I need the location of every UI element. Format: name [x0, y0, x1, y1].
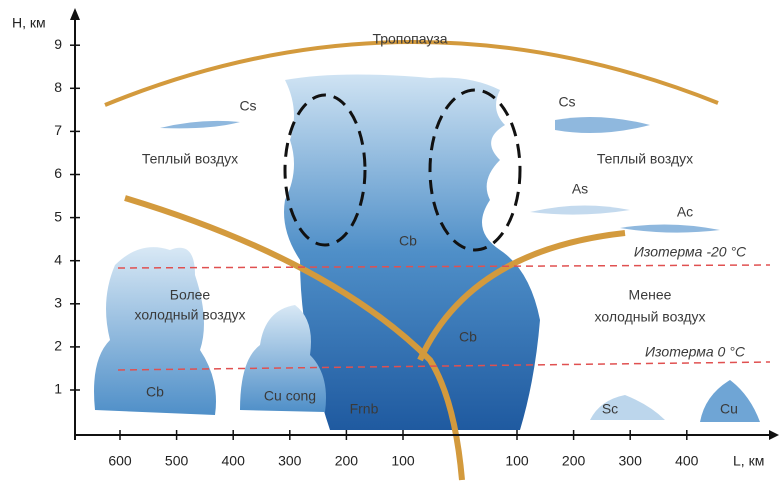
isotherm-line	[117, 264, 771, 269]
y-tick-label: 2	[54, 338, 62, 354]
x-tick-label: 500	[165, 453, 189, 469]
y-tick-label: 9	[54, 36, 62, 52]
label: Frnb	[350, 401, 379, 417]
circulation-loop	[428, 88, 522, 252]
label: Изотерма -20 °C	[634, 244, 747, 260]
y-tick-label: 5	[54, 208, 62, 224]
label: Cb	[146, 384, 164, 400]
cumulonimbus-cloud	[284, 74, 540, 430]
y-tick-label: 7	[54, 122, 62, 138]
label: Cu cong	[264, 388, 316, 404]
x-tick-label: 300	[619, 453, 643, 469]
y-tick-label: 6	[54, 165, 62, 181]
x-tick-label: 600	[108, 453, 132, 469]
y-tick-label: 3	[54, 295, 62, 311]
sc-cloud	[590, 395, 665, 420]
cb-cloud-left	[94, 247, 216, 415]
label: холодный воздух	[595, 309, 706, 325]
ac-cloud	[620, 224, 720, 233]
x-tick-label: 100	[391, 453, 415, 469]
cu-cong-cloud	[240, 305, 326, 412]
label: Изотерма 0 °C	[645, 344, 746, 360]
isotherm-line	[117, 361, 771, 371]
cold-front	[124, 195, 465, 481]
cs-cloud	[160, 120, 240, 129]
x-tick-label: 200	[335, 453, 359, 469]
label: Более	[170, 287, 211, 303]
y-tick-label: 4	[54, 251, 62, 267]
label: холодный воздух	[135, 307, 246, 323]
y-tick-label: 1	[54, 381, 62, 397]
label: As	[572, 181, 588, 197]
y-tick-label: 8	[54, 79, 62, 95]
cs-cloud	[555, 116, 650, 134]
label: Cb	[399, 233, 417, 249]
x-tick-label: 400	[675, 453, 699, 469]
label: Cs	[558, 94, 575, 110]
warm-front	[417, 230, 626, 362]
x-tick-label: 100	[505, 453, 529, 469]
as-cloud	[530, 205, 630, 215]
y-axis-label: H, км	[12, 15, 46, 31]
label: Ac	[677, 204, 693, 220]
label: Тропопауза	[372, 31, 447, 47]
label: Cu	[720, 401, 738, 417]
circulation-loop	[283, 93, 367, 247]
x-tick-label: 400	[222, 453, 246, 469]
label: Cb	[459, 329, 477, 345]
label: Менее	[629, 287, 672, 303]
label: Cs	[239, 98, 256, 114]
label: Теплый воздух	[597, 151, 693, 167]
x-axis-label: L, км	[733, 453, 764, 469]
label: Sc	[602, 401, 618, 417]
x-tick-label: 300	[278, 453, 302, 469]
cu-cloud	[700, 380, 760, 422]
tropopause-line	[104, 40, 719, 107]
label: Теплый воздух	[142, 151, 238, 167]
x-tick-label: 200	[562, 453, 586, 469]
